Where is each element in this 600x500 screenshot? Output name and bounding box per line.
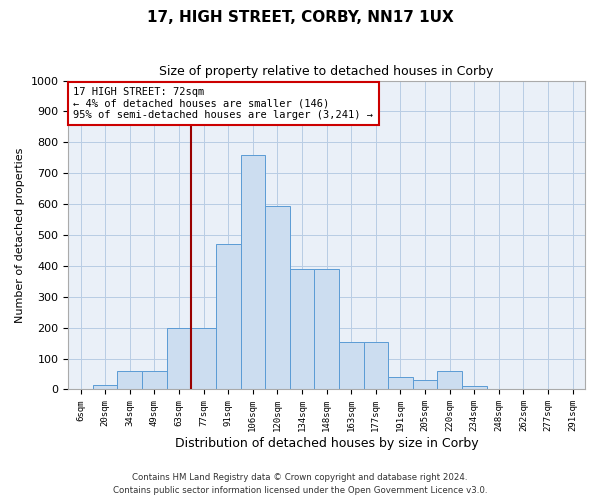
Bar [314, 269, 339, 390]
Bar [265, 206, 290, 390]
Text: Contains HM Land Registry data © Crown copyright and database right 2024.
Contai: Contains HM Land Registry data © Crown c… [113, 474, 487, 495]
Bar [413, 380, 437, 390]
Bar [93, 385, 118, 390]
Bar [241, 154, 265, 390]
Y-axis label: Number of detached properties: Number of detached properties [15, 148, 25, 322]
Text: 17 HIGH STREET: 72sqm
← 4% of detached houses are smaller (146)
95% of semi-deta: 17 HIGH STREET: 72sqm ← 4% of detached h… [73, 86, 373, 120]
Bar [339, 342, 364, 390]
Title: Size of property relative to detached houses in Corby: Size of property relative to detached ho… [160, 65, 494, 78]
Bar [167, 328, 191, 390]
Bar [364, 342, 388, 390]
Bar [290, 269, 314, 390]
X-axis label: Distribution of detached houses by size in Corby: Distribution of detached houses by size … [175, 437, 478, 450]
Bar [437, 371, 462, 390]
Text: 17, HIGH STREET, CORBY, NN17 1UX: 17, HIGH STREET, CORBY, NN17 1UX [146, 10, 454, 25]
Bar [462, 386, 487, 390]
Bar [118, 371, 142, 390]
Bar [191, 328, 216, 390]
Bar [388, 377, 413, 390]
Bar [142, 371, 167, 390]
Bar [216, 244, 241, 390]
